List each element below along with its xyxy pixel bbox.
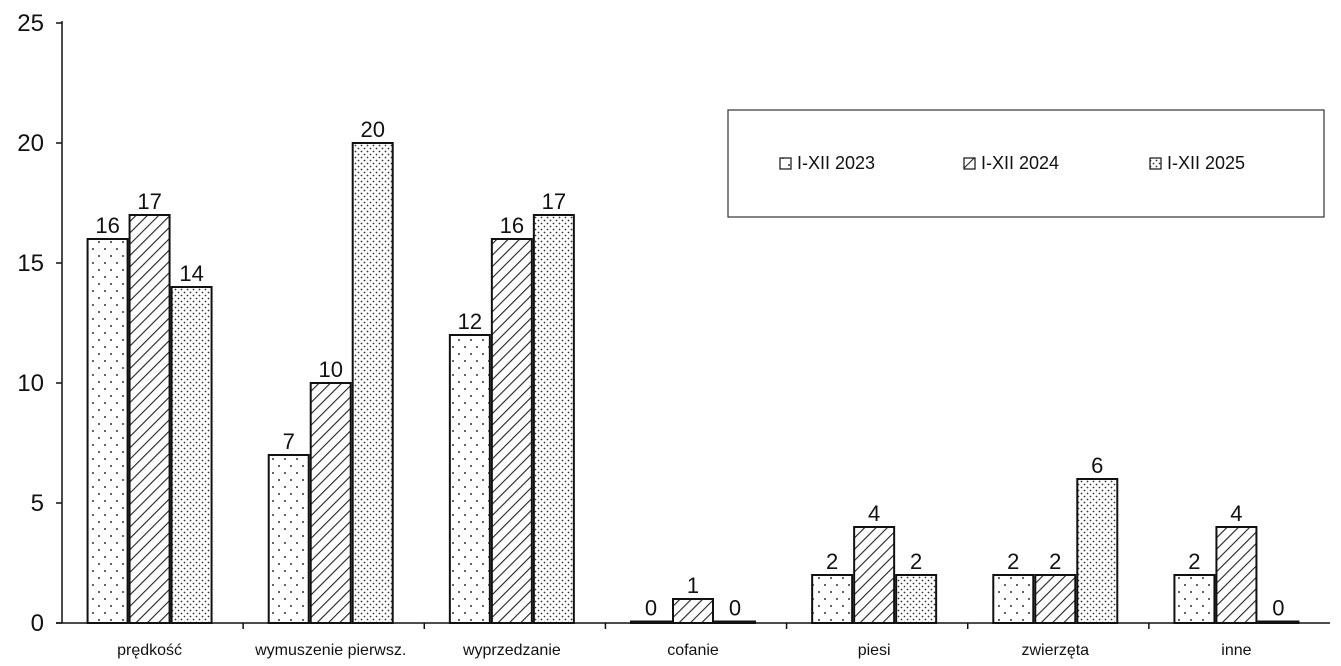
x-category-label: wymuszenie pierwsz. xyxy=(254,642,406,659)
legend-entry-label: I-XII 2023 xyxy=(797,153,875,173)
x-category-label: cofanie xyxy=(667,642,719,659)
data-label: 20 xyxy=(360,117,384,142)
data-label: 4 xyxy=(868,501,880,526)
bar xyxy=(1173,574,1216,624)
x-category-label: prędkość xyxy=(117,642,182,659)
data-label: 4 xyxy=(1230,501,1242,526)
bar xyxy=(1034,574,1077,624)
data-label: 14 xyxy=(179,261,203,286)
legend-swatch xyxy=(963,157,976,170)
data-label: 6 xyxy=(1091,453,1103,478)
data-label: 2 xyxy=(826,549,838,574)
data-label: 2 xyxy=(1188,549,1200,574)
bar xyxy=(895,574,938,624)
y-tick-label: 5 xyxy=(31,490,44,517)
bar xyxy=(490,238,533,624)
x-category-label: piesi xyxy=(858,642,891,659)
data-label: 17 xyxy=(137,189,161,214)
y-tick-label: 10 xyxy=(17,370,44,397)
data-label: 16 xyxy=(500,213,524,238)
bar xyxy=(672,598,714,624)
bar xyxy=(1076,478,1119,624)
legend-swatch xyxy=(1149,157,1162,170)
data-label: 2 xyxy=(910,549,922,574)
bar xyxy=(267,454,310,624)
bar xyxy=(630,620,672,624)
bar xyxy=(992,574,1035,624)
legend: I-XII 2023 I-XII 2024 I-XII 2025 xyxy=(727,109,1325,218)
bar xyxy=(714,620,756,624)
bar xyxy=(170,286,213,624)
y-tick-label: 0 xyxy=(31,610,44,637)
bar xyxy=(351,142,394,624)
bar xyxy=(853,526,896,624)
data-label: 2 xyxy=(1049,549,1061,574)
data-label: 7 xyxy=(283,429,295,454)
x-category-label: inne xyxy=(1221,642,1251,659)
bars-group xyxy=(86,142,1300,624)
y-tick-label: 15 xyxy=(17,250,44,277)
legend-box xyxy=(727,109,1325,218)
bar xyxy=(1257,620,1300,624)
x-category-label: wyprzedzanie xyxy=(462,642,561,659)
data-label: 10 xyxy=(318,357,342,382)
legend-swatch xyxy=(779,157,792,170)
data-label: 0 xyxy=(729,596,741,621)
bar xyxy=(309,382,352,624)
data-label: 16 xyxy=(95,213,119,238)
data-label: 1 xyxy=(687,573,699,598)
legend-entry-label: I-XII 2024 xyxy=(981,153,1059,173)
data-label: 2 xyxy=(1007,549,1019,574)
bar xyxy=(448,334,491,624)
y-tick-label: 25 xyxy=(17,10,44,37)
data-label: 12 xyxy=(458,309,482,334)
bar xyxy=(811,574,854,624)
bar xyxy=(532,214,575,624)
data-label: 0 xyxy=(645,596,657,621)
data-label: 0 xyxy=(1272,596,1284,621)
data-label: 17 xyxy=(542,189,566,214)
bar xyxy=(86,238,129,624)
x-category-label: zwierzęta xyxy=(1021,642,1089,659)
bar xyxy=(128,214,171,624)
legend-entry-label: I-XII 2025 xyxy=(1167,153,1245,173)
y-tick-label: 20 xyxy=(17,130,44,157)
bar xyxy=(1215,526,1258,624)
